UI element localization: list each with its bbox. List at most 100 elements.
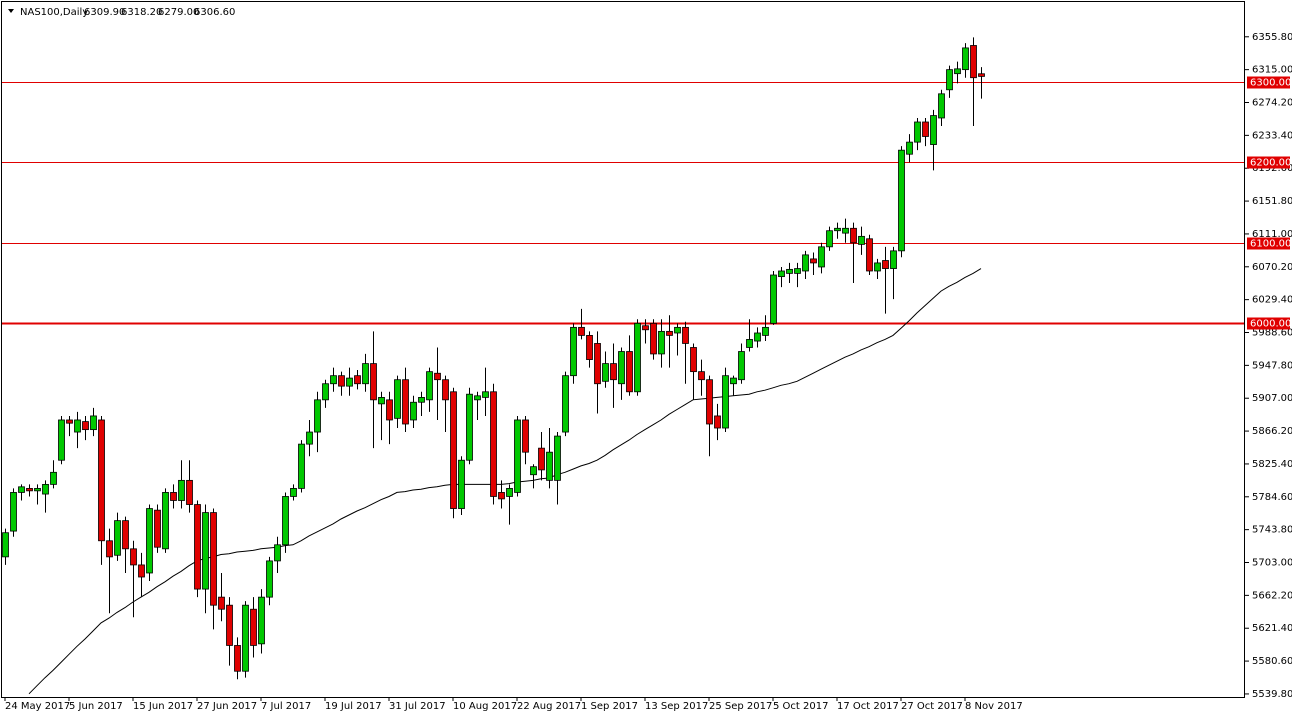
candle-body [2, 532, 9, 558]
candle-body [978, 73, 985, 77]
candle-body [370, 363, 377, 401]
candle-body [642, 325, 649, 331]
candle-body [618, 351, 625, 385]
candle-body [722, 375, 729, 429]
candle-body [562, 375, 569, 433]
plot-border [1, 1, 1245, 698]
candle-body [58, 419, 65, 461]
moving-average [28, 268, 982, 695]
x-tick-label: 1 Sep 2017 [581, 701, 638, 712]
candle-body [450, 391, 457, 509]
candle-body [146, 508, 153, 574]
candle-body [666, 330, 673, 336]
candle-body [946, 69, 953, 91]
candle-body [658, 330, 665, 355]
candle-body [634, 322, 641, 393]
candle-body [82, 421, 89, 431]
y-tick-label: 5907.00 [1252, 393, 1292, 404]
y-tick-label: 5703.00 [1252, 558, 1292, 569]
candle-body [490, 391, 497, 497]
candle-body [282, 496, 289, 546]
candle-body [578, 326, 585, 336]
candle-body [482, 391, 489, 398]
candle-body [938, 93, 945, 119]
y-tick-label: 5784.60 [1252, 492, 1292, 503]
candle-body [594, 343, 601, 385]
candle-body [970, 45, 977, 79]
candle-body [498, 492, 505, 500]
candle-body [66, 419, 73, 424]
x-tick-label: 5 Jun 2017 [69, 701, 123, 712]
candle-body [954, 68, 961, 75]
candle-body [210, 512, 217, 606]
candle-body [554, 435, 561, 481]
candle-body [130, 548, 137, 566]
candle-body [746, 339, 753, 348]
level-label: 6100.00 [1250, 239, 1291, 250]
candle-body [698, 371, 705, 381]
candle-body [546, 451, 553, 481]
candle-body [514, 419, 521, 493]
candle-body [674, 326, 681, 334]
y-tick-label: 6070.20 [1252, 262, 1292, 273]
y-tick-label: 6233.40 [1252, 130, 1292, 141]
candle-body [626, 351, 633, 393]
candle-body [882, 260, 889, 269]
symbol-label: NAS100,Daily [20, 7, 88, 18]
candle-body [850, 227, 857, 244]
candle-body [418, 397, 425, 403]
x-tick-label: 15 Jun 2017 [133, 701, 193, 712]
candle-body [10, 492, 17, 532]
candle-body [178, 479, 185, 501]
y-tick-label: 5947.80 [1252, 360, 1292, 371]
y-tick-label: 6151.80 [1252, 196, 1292, 207]
symbol-menu-icon[interactable] [8, 9, 14, 13]
x-tick-label: 27 Jun 2017 [197, 701, 257, 712]
candle-body [874, 262, 881, 272]
header-value: 6279.00 [158, 7, 199, 18]
candle-body [338, 375, 345, 387]
x-tick-label: 27 Oct 2017 [901, 701, 963, 712]
candle-body [602, 363, 609, 382]
candle-body [330, 375, 337, 385]
candle-body [506, 488, 513, 497]
candle-body [962, 47, 969, 71]
y-tick-label: 5539.80 [1252, 689, 1292, 700]
x-tick-label: 19 Jul 2017 [325, 701, 382, 712]
y-tick-label: 5825.40 [1252, 459, 1292, 470]
x-tick-label: 25 Sep 2017 [709, 701, 772, 712]
candle-body [362, 363, 369, 385]
candle-body [826, 230, 833, 248]
y-tick-label: 6111.00 [1252, 229, 1292, 240]
candle-body [754, 332, 761, 342]
level-tag [1247, 76, 1290, 89]
candle-body [730, 377, 737, 385]
candle-body [378, 397, 385, 405]
candle-body [402, 379, 409, 425]
candle-body [914, 121, 921, 143]
level-tag [1247, 317, 1290, 330]
candle-body [858, 235, 865, 245]
candle-body [98, 419, 105, 542]
candle-body [162, 492, 169, 550]
candle-body [18, 486, 25, 493]
candle-body [34, 488, 41, 492]
candle-body [570, 326, 577, 377]
candle-body [538, 447, 545, 471]
candle-body [762, 326, 769, 336]
level-tag [1247, 237, 1290, 250]
candle-body [930, 115, 937, 145]
candle-body [274, 544, 281, 562]
header-value: 6306.60 [194, 7, 235, 18]
candle-body [226, 604, 233, 646]
candle-body [170, 492, 177, 501]
candle-body [890, 250, 897, 269]
candle-body [770, 274, 777, 324]
candle-body [442, 379, 449, 401]
level-label: 6200.00 [1250, 158, 1291, 169]
candle-body [834, 227, 841, 232]
candle-body [610, 363, 617, 381]
